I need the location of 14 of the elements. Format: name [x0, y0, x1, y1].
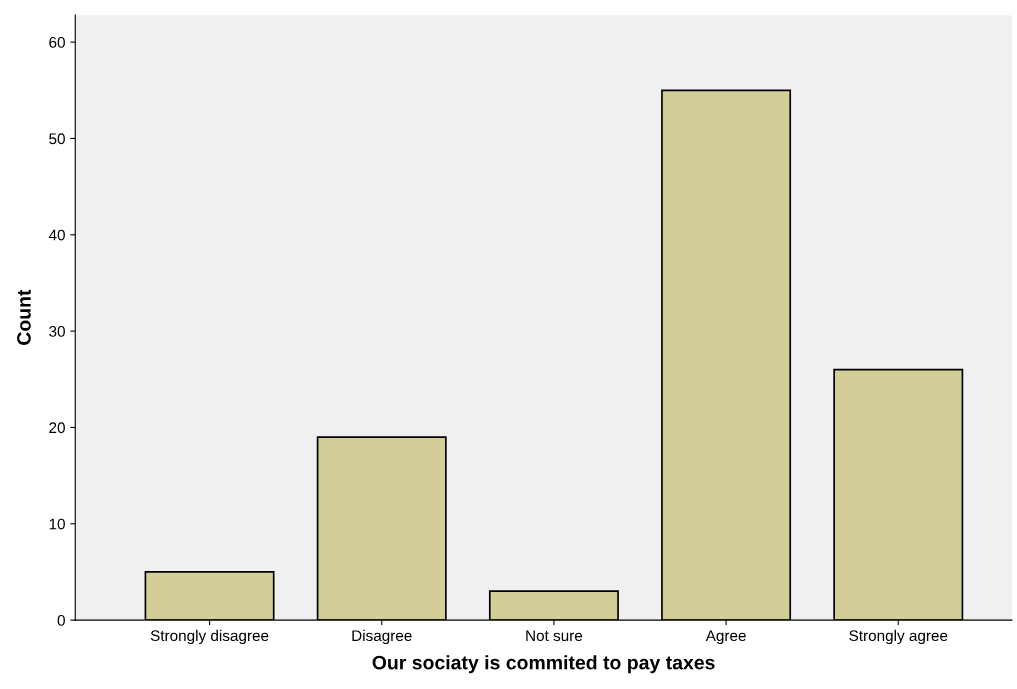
y-axis-title: Count [17, 289, 31, 345]
y-tick-label: 40 [48, 229, 65, 241]
y-tick-label: 50 [49, 133, 65, 145]
x-tick-label: Strongly agree [849, 629, 948, 645]
y-tick-label: 20 [49, 422, 65, 434]
x-tick-label: Strongly disagree [150, 629, 269, 645]
x-tick-label: Not sure [526, 630, 583, 642]
y-tick-label: 30 [49, 325, 65, 337]
y-tick-label: 10 [49, 518, 65, 530]
y-tick-label: 0 [57, 614, 65, 626]
x-tick-label: Agree [705, 630, 746, 645]
x-axis-title: Our sociaty is commited to pay taxes [372, 655, 715, 674]
y-tick-label: 60 [49, 37, 65, 48]
x-tick-label: Disagree [352, 629, 412, 645]
